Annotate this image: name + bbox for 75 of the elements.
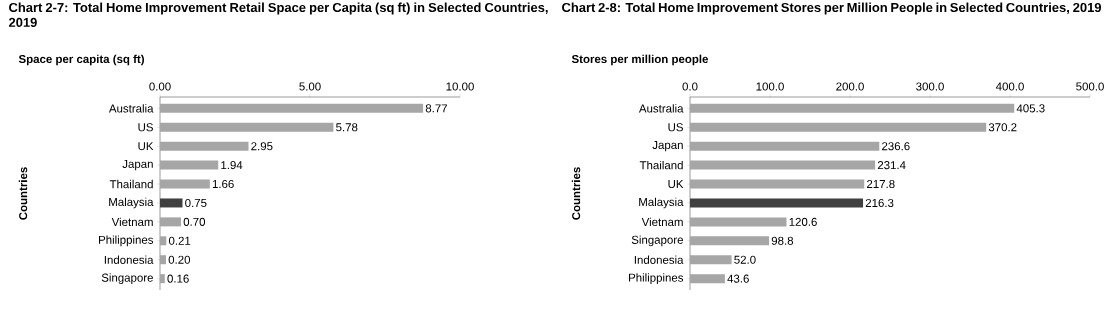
bar — [690, 255, 732, 265]
x-tick-label: 400.0 — [995, 82, 1024, 91]
y-tick-label: US — [668, 123, 683, 132]
bar — [690, 179, 865, 189]
y-tick-label: US — [138, 123, 153, 132]
y-tick-label: UK — [138, 142, 154, 151]
x-tick-label: 10.00 — [446, 82, 474, 91]
y-axis-title: Countries — [571, 167, 581, 220]
data-label: 8.77 — [425, 104, 448, 113]
data-label: 0.70 — [183, 217, 206, 226]
bar — [690, 274, 725, 284]
y-tick-label: UK — [668, 180, 684, 189]
bar — [690, 217, 787, 227]
y-tick-label: Thailand — [109, 179, 153, 189]
y-tick-label: Indonesia — [634, 255, 684, 264]
data-label: 43.6 — [727, 274, 749, 283]
bar — [690, 160, 876, 170]
bar — [690, 141, 880, 151]
bar — [690, 198, 864, 208]
bar — [160, 198, 183, 208]
data-label: 0.75 — [185, 198, 207, 208]
x-tick-label: 200.0 — [836, 82, 864, 91]
bar — [690, 103, 1015, 113]
y-tick-label: Australia — [638, 104, 684, 113]
data-label: 98.8 — [771, 236, 794, 245]
data-label: 2.95 — [251, 142, 273, 151]
chart-title: Chart 2-8: Total Home Improvement Stores per Million People in Selected Countries, 2019 — [562, 2, 1102, 15]
data-label: 217.8 — [867, 179, 895, 189]
y-tick-label: Philippines — [629, 273, 684, 284]
data-label: 216.3 — [865, 198, 894, 208]
data-label: 0.16 — [167, 274, 189, 283]
bar — [690, 236, 770, 246]
bar — [160, 103, 424, 113]
bar — [160, 255, 166, 265]
y-tick-label: Japan — [652, 141, 683, 152]
bar — [160, 274, 165, 284]
data-label: 52.0 — [734, 255, 756, 264]
data-label: 1.66 — [212, 179, 234, 189]
data-label: 5.78 — [336, 123, 358, 132]
x-tick-label: 5.00 — [299, 82, 321, 91]
y-tick-label: Malaysia — [109, 197, 154, 209]
data-label: 370.2 — [988, 123, 1017, 132]
x-axis-title: Stores per million people — [571, 54, 709, 66]
y-tick-label: Japan — [122, 159, 153, 171]
y-tick-label: Philippines — [99, 235, 154, 247]
y-tick-label: Singapore — [101, 273, 153, 284]
bar — [160, 179, 210, 189]
y-tick-label: Australia — [108, 104, 154, 113]
data-label: 236.6 — [882, 142, 910, 151]
y-axis-title: Countries — [18, 167, 28, 220]
bar — [160, 236, 167, 246]
x-axis-title: Space per capita (sq ft) — [18, 54, 144, 66]
x-tick-label: 100.0 — [756, 82, 784, 91]
data-label: 405.3 — [1016, 104, 1045, 113]
data-label: 120.6 — [789, 217, 817, 226]
bar — [160, 160, 219, 170]
data-label: 1.94 — [221, 161, 243, 170]
x-tick-label: 300.0 — [916, 82, 944, 91]
bar — [160, 217, 181, 227]
bar — [160, 141, 249, 151]
y-tick-label: Vietnam — [111, 217, 153, 227]
bar — [160, 122, 334, 132]
y-tick-label: Thailand — [639, 160, 683, 170]
chart-title: Chart 2-7: Total Home Improvement Retail Space per Capita (sq ft) in Selected Countries, 2019 — [8, 2, 548, 27]
y-tick-label: Vietnam — [641, 217, 683, 227]
x-tick-label: 0.0 — [682, 82, 698, 91]
y-tick-label: Indonesia — [104, 255, 154, 264]
x-tick-label: 500.0 — [1076, 82, 1104, 91]
bar — [690, 122, 987, 132]
data-label: 231.4 — [877, 161, 906, 170]
x-tick-label: 0.00 — [149, 82, 171, 91]
y-tick-label: Malaysia — [639, 197, 684, 209]
data-label: 0.20 — [168, 255, 191, 264]
data-label: 0.21 — [168, 236, 191, 245]
y-tick-label: Singapore — [631, 235, 683, 247]
